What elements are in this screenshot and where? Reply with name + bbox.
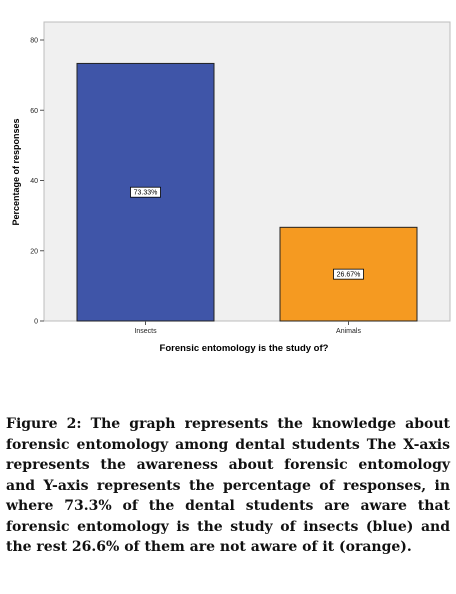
y-tick-label: 20	[30, 248, 38, 255]
data-label: 26.67%	[337, 272, 361, 279]
figure-caption: Figure 2: The graph represents the knowl…	[6, 416, 450, 555]
y-axis: 0 20 40 60 80	[30, 38, 44, 326]
x-tick-label: Insects	[134, 328, 157, 335]
x-axis: Insects Animals	[134, 321, 361, 335]
y-axis-label: Percentage of responses	[11, 118, 21, 225]
y-tick-label: 60	[30, 108, 38, 115]
bar-chart: 0 20 40 60 80 73.33% 26.67% Insects Animals Pe…	[11, 21, 451, 354]
x-tick-label: Animals	[336, 328, 361, 335]
data-label-box	[130, 186, 161, 198]
y-tick-label: 80	[30, 38, 38, 45]
bars-group: 73.33% 26.67%	[76, 62, 418, 322]
data-label-box	[333, 268, 364, 280]
data-label: 73.33%	[134, 190, 158, 197]
x-axis-label: Forensic entomology is the study of?	[160, 343, 329, 354]
y-tick-label: 0	[34, 319, 38, 326]
y-tick-label: 40	[30, 178, 38, 185]
